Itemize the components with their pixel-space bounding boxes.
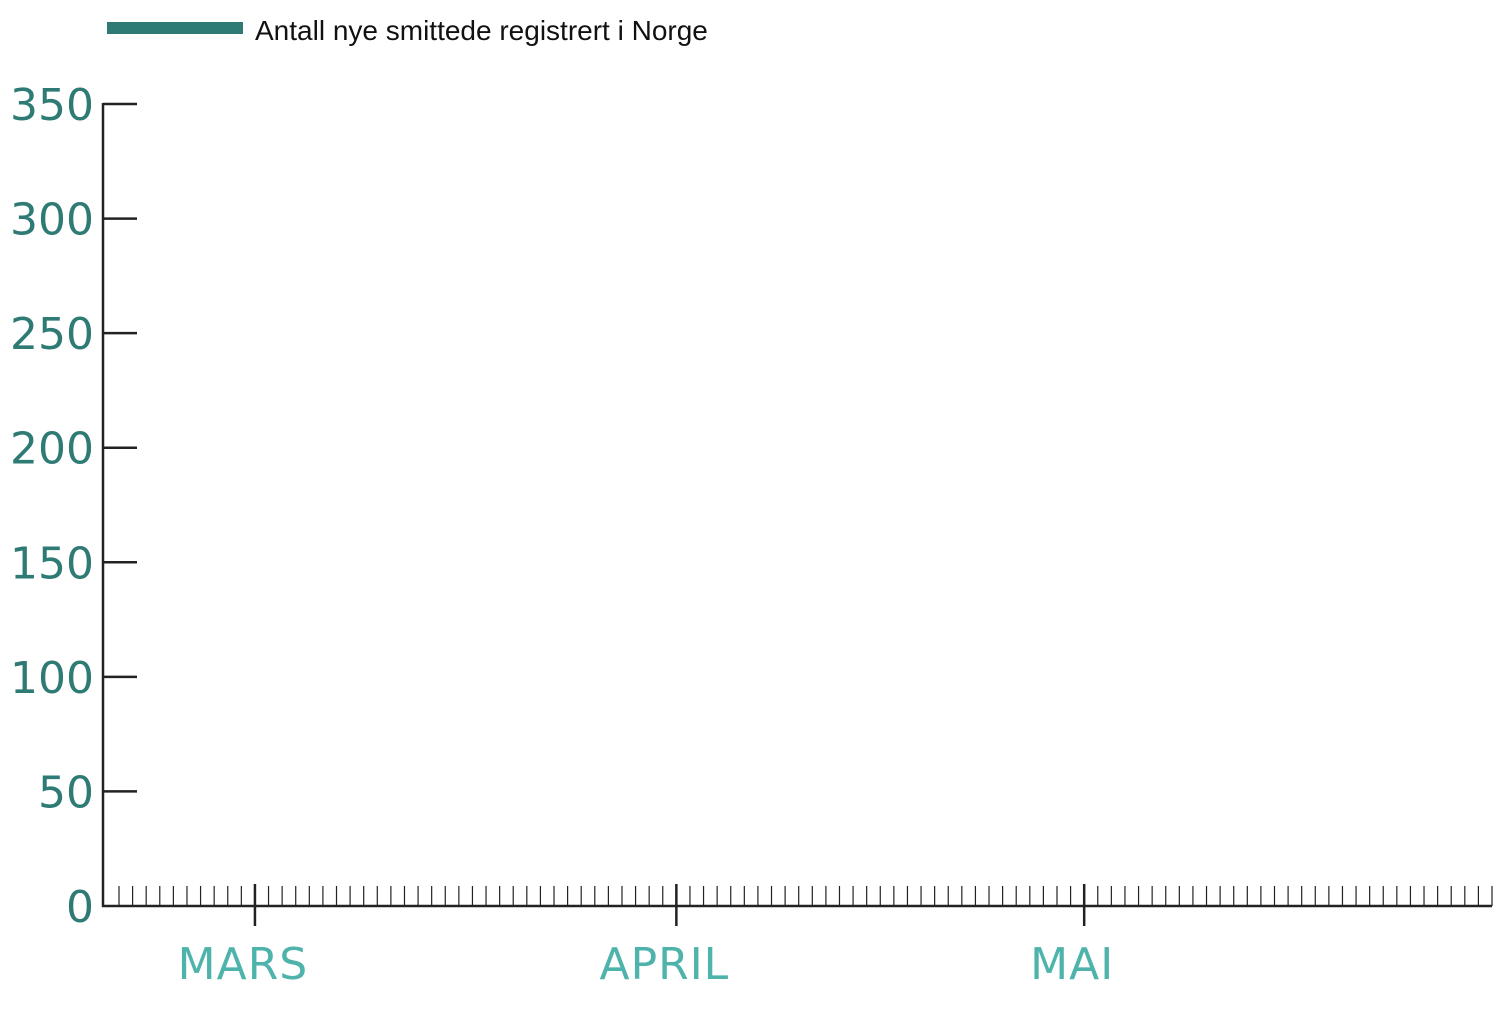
x-month-label: MARS (178, 939, 309, 990)
x-month-label: MAI (1030, 939, 1114, 990)
y-tick-label: 200 (10, 424, 94, 475)
x-month-label: APRIL (600, 939, 730, 990)
x-month-ticks: MARS APRIL MAI (178, 884, 1114, 990)
x-minor-ticks (118, 886, 1493, 906)
legend-label: Antall nye smittede registrert i Norge (255, 15, 708, 46)
y-tick-label: 150 (10, 538, 94, 589)
y-tick-label: 50 (38, 767, 94, 818)
y-ticks: 0 50 100 150 200 250 300 350 (10, 80, 137, 933)
legend: Antall nye smittede registrert i Norge (107, 15, 708, 46)
legend-swatch (107, 22, 243, 34)
y-tick-label: 250 (10, 309, 94, 360)
y-tick-label: 0 (66, 882, 94, 933)
y-tick-label: 350 (10, 80, 94, 131)
y-tick-label: 100 (10, 653, 94, 704)
y-tick-label: 300 (10, 195, 94, 246)
